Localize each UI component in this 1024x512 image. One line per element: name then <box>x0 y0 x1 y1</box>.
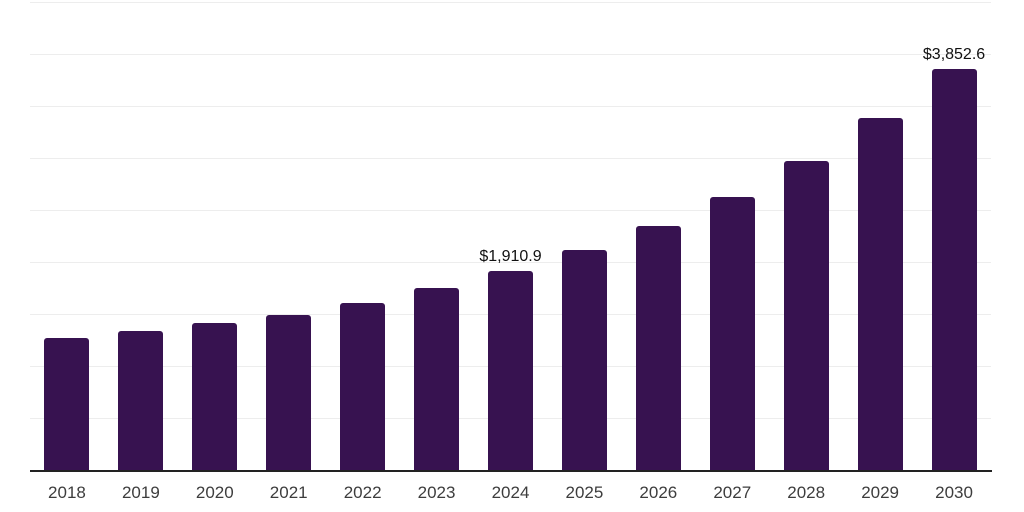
x-tick-2030: 2030 <box>935 483 973 502</box>
x-tick-2028: 2028 <box>787 483 826 502</box>
bar-2019[interactable] <box>118 330 164 470</box>
gridline <box>30 106 991 107</box>
x-tick-2018: 2018 <box>48 483 86 502</box>
bar-2021[interactable] <box>266 315 312 470</box>
x-tick-2022: 2022 <box>343 483 382 502</box>
gridline <box>30 2 991 3</box>
gridline <box>30 158 991 159</box>
bar-2024[interactable] <box>488 271 533 470</box>
value-label-2030: $3,852.6 <box>922 46 986 64</box>
x-axis-line <box>30 470 992 472</box>
gridline <box>30 262 991 263</box>
bar-2020[interactable] <box>192 323 238 470</box>
bar-2029[interactable] <box>857 117 903 470</box>
bar-2028[interactable] <box>783 161 829 470</box>
bar-2030[interactable] <box>931 69 977 470</box>
x-tick-2024: 2024 <box>491 483 530 502</box>
x-tick-2023: 2023 <box>417 483 456 502</box>
x-tick-2025: 2025 <box>565 483 604 502</box>
gridline <box>30 54 991 55</box>
x-tick-2020: 2020 <box>195 483 234 502</box>
gridline <box>30 210 991 211</box>
bar-2018[interactable] <box>44 337 90 470</box>
bar-2027[interactable] <box>709 197 755 470</box>
value-label-2024: $1,910.9 <box>479 248 542 266</box>
bar-2025[interactable] <box>561 250 607 470</box>
bar-2023[interactable] <box>414 288 460 470</box>
x-tick-2027: 2027 <box>713 483 752 502</box>
x-tick-2019: 2019 <box>121 483 160 502</box>
x-tick-2026: 2026 <box>639 483 678 502</box>
bar-2022[interactable] <box>340 303 386 470</box>
x-tick-2029: 2029 <box>861 483 900 502</box>
bar-2026[interactable] <box>635 226 681 470</box>
x-tick-2021: 2021 <box>269 483 308 502</box>
